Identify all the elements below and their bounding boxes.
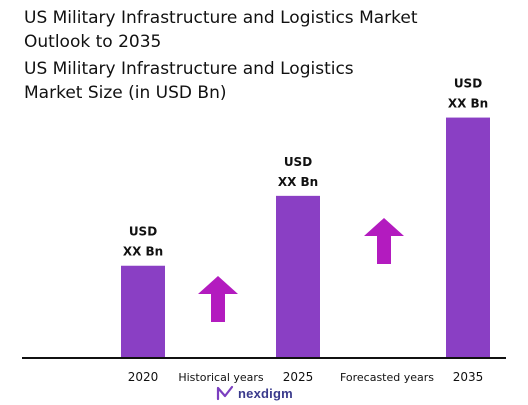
growth-up-arrow-icon bbox=[198, 276, 238, 322]
period-label: Historical years bbox=[178, 371, 264, 384]
x-tick-label: 2020 bbox=[128, 370, 159, 384]
data-label-value: XX Bn bbox=[448, 97, 488, 111]
data-label-value: XX Bn bbox=[123, 245, 163, 259]
x-tick-label: 2025 bbox=[283, 370, 314, 384]
nexdigm-logo-icon bbox=[216, 385, 234, 401]
period-label: Forecasted years bbox=[340, 371, 434, 384]
chart-subtitle: US Military Infrastructure and Logistics… bbox=[24, 59, 354, 103]
brand-name: nexdigm bbox=[238, 385, 293, 401]
bar-2035 bbox=[446, 117, 490, 359]
x-tick-label: 2035 bbox=[453, 370, 484, 384]
brand-logo: nexdigm bbox=[216, 383, 293, 403]
data-label-currency: USD bbox=[284, 155, 312, 169]
bar-2025 bbox=[276, 195, 320, 358]
data-label-currency: USD bbox=[129, 225, 157, 239]
data-label-value: XX Bn bbox=[278, 175, 318, 189]
data-label-currency: USD bbox=[454, 77, 482, 91]
bar-2020 bbox=[121, 265, 165, 358]
page-title: US Military Infrastructure and Logistics… bbox=[24, 8, 418, 52]
growth-up-arrow-icon bbox=[364, 218, 404, 264]
